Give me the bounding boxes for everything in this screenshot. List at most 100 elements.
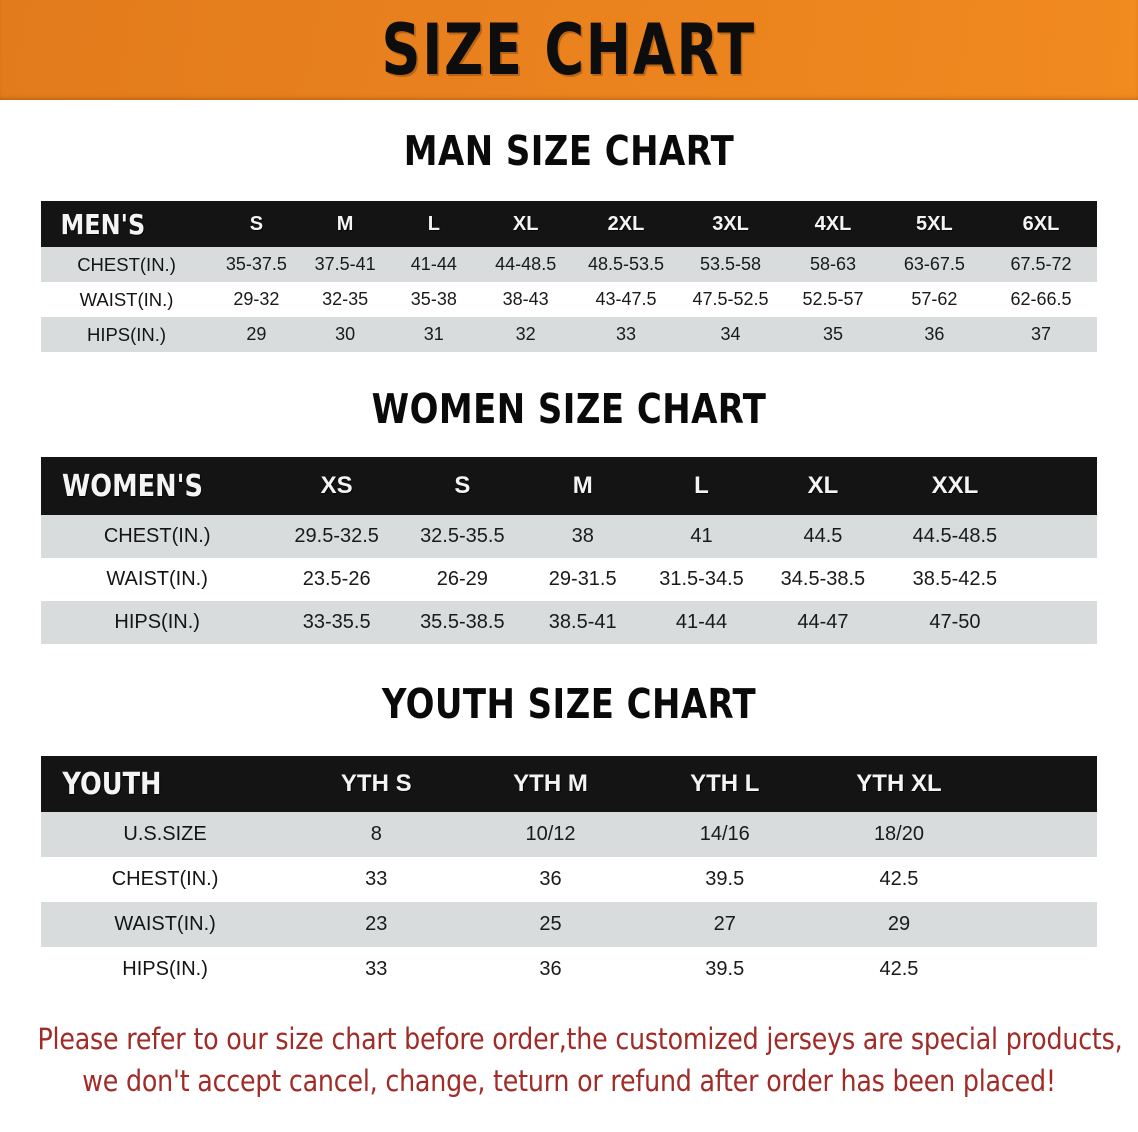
women-size-col-3: L [694,472,709,499]
table-row: WAIST(IN.) 29-32 32-35 35-38 38-43 43-47… [41,282,1097,317]
man-size-col-6: 4XL [814,212,852,235]
women-chest-xxl: 44.5-48.5 [883,515,1027,558]
women-chest-s: 32.5-35.5 [400,515,525,558]
youth-waist-s: 23 [289,902,464,947]
youth-row-label-hips: HIPS(IN.) [41,947,290,992]
women-row-spacer [1026,558,1097,601]
man-chest-3xl: 53.5-58 [678,247,783,282]
man-size-table: MEN'S S M L XL 2XL 3XL 4XL 5XL 6XL CHEST… [41,201,1097,352]
man-hips-l: 31 [389,317,479,352]
size-chart-banner: SIZE CHART [0,0,1138,100]
order-policy-note: Please refer to our size chart before or… [37,1018,1122,1102]
man-size-col-3: XL [512,212,539,235]
women-row-spacer [1026,515,1097,558]
man-row-label-hips: HIPS(IN.) [41,317,213,352]
women-hips-xs: 33-35.5 [273,601,401,644]
women-chest-xl: 44.5 [762,515,884,558]
youth-chart-wrapper: YOUTH YTH S YTH M YTH L YTH XL U.S.SIZE … [41,756,1097,992]
youth-row-spacer [986,902,1097,947]
man-waist-xl: 38-43 [478,282,574,317]
youth-chest-s: 33 [289,857,464,902]
man-waist-4xl: 52.5-57 [782,282,884,317]
women-header-spacer [1026,457,1097,515]
youth-waist-m: 25 [463,902,638,947]
man-hips-s: 29 [212,317,301,352]
youth-hips-xl: 42.5 [811,947,987,992]
youth-waist-l: 27 [637,902,812,947]
women-table-header-row: WOMEN'S XS S M L XL XXL [41,457,1097,515]
women-section-title: WOMEN SIZE CHART [371,385,767,433]
youth-hips-l: 39.5 [637,947,812,992]
youth-ussize-l: 14/16 [637,812,812,857]
man-row-label-waist: WAIST(IN.) [41,282,213,317]
man-chest-4xl: 58-63 [782,247,884,282]
man-chest-l: 41-44 [389,247,479,282]
man-waist-l: 35-38 [389,282,479,317]
youth-row-spacer [986,812,1097,857]
youth-hips-m: 36 [463,947,638,992]
man-section-title: MAN SIZE CHART [403,127,735,175]
table-row: CHEST(IN.) 35-37.5 37.5-41 41-44 44-48.5… [41,247,1097,282]
women-chest-l: 41 [640,515,763,558]
man-hips-xl: 32 [478,317,574,352]
table-row: WAIST(IN.) 23.5-26 26-29 29-31.5 31.5-34… [41,558,1097,601]
youth-size-table: YOUTH YTH S YTH M YTH L YTH XL U.S.SIZE … [41,756,1097,992]
youth-row-label-ussize: U.S.SIZE [41,812,290,857]
women-chest-m: 38 [524,515,641,558]
women-hips-xl: 44-47 [762,601,884,644]
man-size-col-5: 3XL [712,212,749,235]
man-hips-2xl: 33 [573,317,679,352]
women-chest-xs: 29.5-32.5 [273,515,401,558]
man-waist-s: 29-32 [212,282,301,317]
youth-hips-s: 33 [289,947,464,992]
man-hips-4xl: 35 [782,317,884,352]
women-row-spacer [1026,601,1097,644]
man-waist-5xl: 57-62 [883,282,986,317]
man-table-header-row: MEN'S S M L XL 2XL 3XL 4XL 5XL 6XL [41,201,1097,247]
youth-size-col-1: YTH M [513,770,588,797]
women-hips-l: 41-44 [640,601,763,644]
women-waist-s: 26-29 [400,558,525,601]
table-row: HIPS(IN.) 29 30 31 32 33 34 35 36 37 [41,317,1097,352]
man-size-col-0: S [249,212,264,235]
women-size-col-5: XXL [931,472,979,499]
women-waist-l: 31.5-34.5 [640,558,763,601]
women-waist-xl: 34.5-38.5 [762,558,884,601]
youth-section-title: YOUTH SIZE CHART [381,680,757,728]
man-size-col-7: 5XL [916,212,953,235]
man-corner-label: MEN'S [60,207,146,241]
banner-title: SIZE CHART [381,9,757,91]
youth-corner-label: YOUTH [62,766,162,802]
youth-table-header-row: YOUTH YTH S YTH M YTH L YTH XL [41,756,1097,812]
women-hips-xxl: 47-50 [883,601,1027,644]
women-size-col-4: XL [807,472,839,499]
women-row-label-hips: HIPS(IN.) [41,601,274,644]
man-chest-s: 35-37.5 [212,247,301,282]
youth-row-label-waist: WAIST(IN.) [41,902,290,947]
youth-ussize-s: 8 [289,812,464,857]
youth-header-spacer [986,756,1097,812]
youth-row-label-chest: CHEST(IN.) [41,857,290,902]
table-row: CHEST(IN.) 29.5-32.5 32.5-35.5 38 41 44.… [41,515,1097,558]
women-waist-m: 29-31.5 [524,558,641,601]
man-waist-2xl: 43-47.5 [573,282,679,317]
women-hips-m: 38.5-41 [524,601,641,644]
youth-ussize-xl: 18/20 [811,812,987,857]
man-waist-6xl: 62-66.5 [985,282,1097,317]
women-chart-wrapper: WOMEN'S XS S M L XL XXL CHEST(IN.) 29.5-… [41,457,1097,644]
youth-row-spacer [986,947,1097,992]
women-size-col-2: M [572,472,593,499]
man-row-label-chest: CHEST(IN.) [41,247,213,282]
youth-size-col-3: YTH XL [856,770,942,797]
youth-size-col-2: YTH L [690,770,760,797]
women-row-label-chest: CHEST(IN.) [41,515,274,558]
women-corner-label: WOMEN'S [62,468,203,504]
man-waist-3xl: 47.5-52.5 [678,282,783,317]
man-chest-xl: 44-48.5 [478,247,574,282]
man-hips-6xl: 37 [985,317,1097,352]
man-hips-5xl: 36 [883,317,986,352]
women-size-col-1: S [454,472,471,499]
women-hips-s: 35.5-38.5 [400,601,525,644]
man-waist-m: 32-35 [300,282,390,317]
man-hips-3xl: 34 [678,317,783,352]
